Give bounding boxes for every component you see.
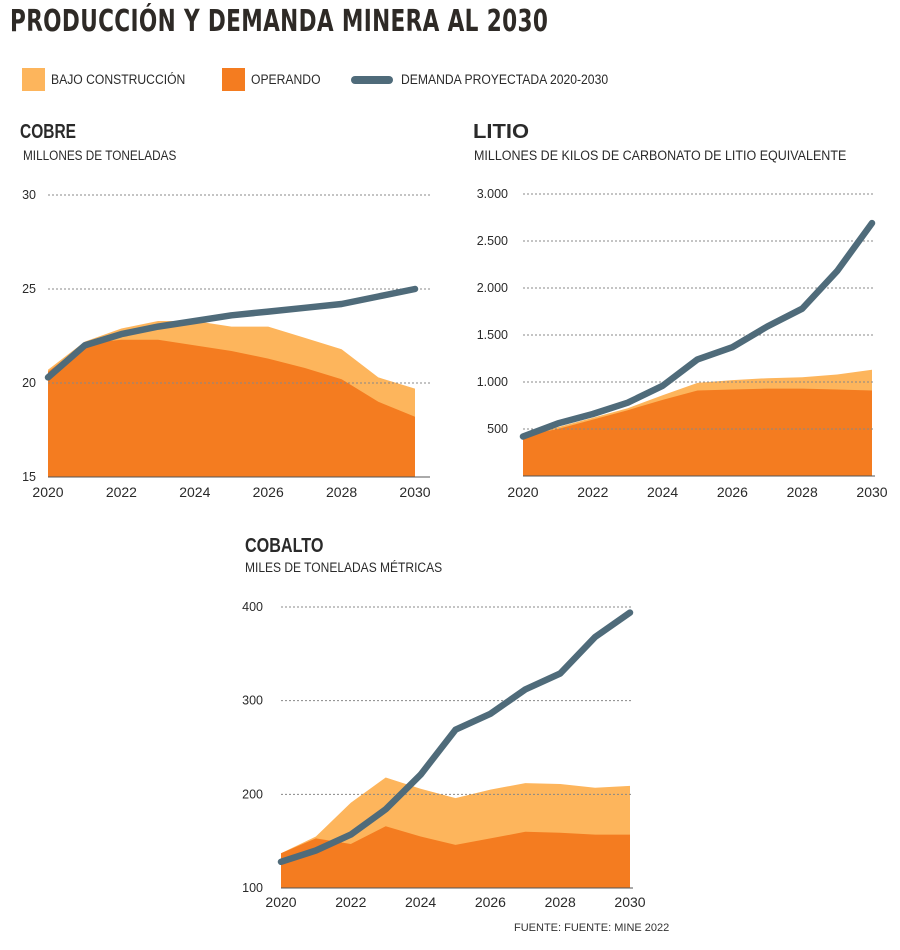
lithium-y-tick-label: 500 bbox=[487, 422, 508, 436]
copper-y-tick-label: 20 bbox=[22, 376, 36, 390]
cobalt-x-tick-label: 2028 bbox=[545, 894, 576, 910]
copper-x-tick-label: 2028 bbox=[326, 484, 357, 500]
lithium-y-tick-label: 3.000 bbox=[477, 187, 508, 201]
lithium-y-tick-label: 1.500 bbox=[477, 328, 508, 342]
lithium-chart-subtitle: MILLONES DE KILOS DE CARBONATO DE LITIO … bbox=[474, 148, 846, 163]
copper-y-tick-label: 25 bbox=[22, 282, 36, 296]
lithium-demand-line bbox=[519, 219, 876, 440]
copper-chart: COBRE MILLONES DE TONELADAS 15 20 25 30 2020 20… bbox=[20, 121, 431, 500]
cobalt-chart: COBALTO MILES DE TONELADAS MÉTRICAS 100 200… bbox=[242, 535, 646, 910]
cobalt-y-tick-label: 300 bbox=[242, 694, 263, 708]
copper-chart-title: COBRE bbox=[20, 121, 76, 143]
lithium-y-tick-label: 2.500 bbox=[477, 234, 508, 248]
lithium-x-tick-label: 2030 bbox=[856, 484, 887, 500]
legend-label-under-construction: BAJO CONSTRUCCIÓN bbox=[51, 72, 186, 87]
cobalt-y-tick-label: 200 bbox=[242, 787, 263, 801]
copper-y-tick-label: 30 bbox=[22, 188, 36, 202]
cobalt-x-tick-label: 2020 bbox=[265, 894, 296, 910]
copper-y-tick-label: 15 bbox=[22, 470, 36, 484]
cobalt-demand-line bbox=[277, 609, 634, 866]
legend: BAJO CONSTRUCCIÓN OPERANDO DEMANDA PROYE… bbox=[22, 68, 653, 91]
legend-swatch-demand bbox=[350, 75, 393, 84]
cobalt-y-tick-label: 400 bbox=[242, 600, 263, 614]
cobalt-x-tick-label: 2024 bbox=[405, 894, 436, 910]
cobalt-chart-subtitle: MILES DE TONELADAS MÉTRICAS bbox=[245, 560, 442, 575]
cobalt-area-operating bbox=[281, 826, 630, 888]
copper-x-tick-label: 2026 bbox=[253, 484, 284, 500]
source-note: FUENTE: FUENTE: MINE 2022 bbox=[514, 922, 670, 934]
legend-label-operating: OPERANDO bbox=[251, 72, 321, 87]
legend-label-demand: DEMANDA PROYECTADA 2020-2030 bbox=[400, 72, 608, 87]
copper-x-tick-label: 2020 bbox=[32, 484, 63, 500]
cobalt-x-tick-label: 2026 bbox=[475, 894, 506, 910]
copper-x-tick-label: 2024 bbox=[179, 484, 210, 500]
copper-x-tick-label: 2030 bbox=[399, 484, 430, 500]
lithium-y-tick-label: 1.000 bbox=[477, 375, 508, 389]
legend-swatch-operating bbox=[222, 68, 246, 91]
lithium-x-tick-label: 2028 bbox=[787, 484, 818, 500]
cobalt-chart-title: COBALTO bbox=[245, 535, 323, 557]
page-title: PRODUCCIÓN Y DEMANDA MINERA AL 2030 bbox=[10, 4, 549, 39]
lithium-chart-title: LITIO bbox=[473, 121, 529, 143]
legend-item-demand: DEMANDA PROYECTADA 2020-2030 bbox=[350, 72, 631, 87]
copper-demand-line bbox=[44, 285, 419, 381]
lithium-area-operating bbox=[523, 388, 872, 476]
copper-chart-subtitle: MILLONES DE TONELADAS bbox=[23, 148, 176, 163]
lithium-y-tick-label: 2.000 bbox=[477, 281, 508, 295]
cobalt-x-tick-label: 2030 bbox=[614, 894, 645, 910]
copper-x-tick-label: 2022 bbox=[106, 484, 137, 500]
lithium-x-tick-label: 2020 bbox=[507, 484, 538, 500]
legend-item-operating: OPERANDO bbox=[222, 68, 328, 91]
copper-area-operating bbox=[48, 339, 415, 477]
cobalt-x-tick-label: 2022 bbox=[335, 894, 366, 910]
legend-swatch-under-construction bbox=[22, 68, 45, 91]
cobalt-y-tick-label: 100 bbox=[242, 881, 263, 895]
lithium-x-tick-label: 2022 bbox=[577, 484, 608, 500]
lithium-x-tick-label: 2024 bbox=[647, 484, 678, 500]
lithium-x-tick-label: 2026 bbox=[717, 484, 748, 500]
lithium-chart: LITIO MILLONES DE KILOS DE CARBONATO DE L… bbox=[473, 121, 888, 500]
legend-item-under-construction: BAJO CONSTRUCCIÓN bbox=[22, 68, 200, 91]
